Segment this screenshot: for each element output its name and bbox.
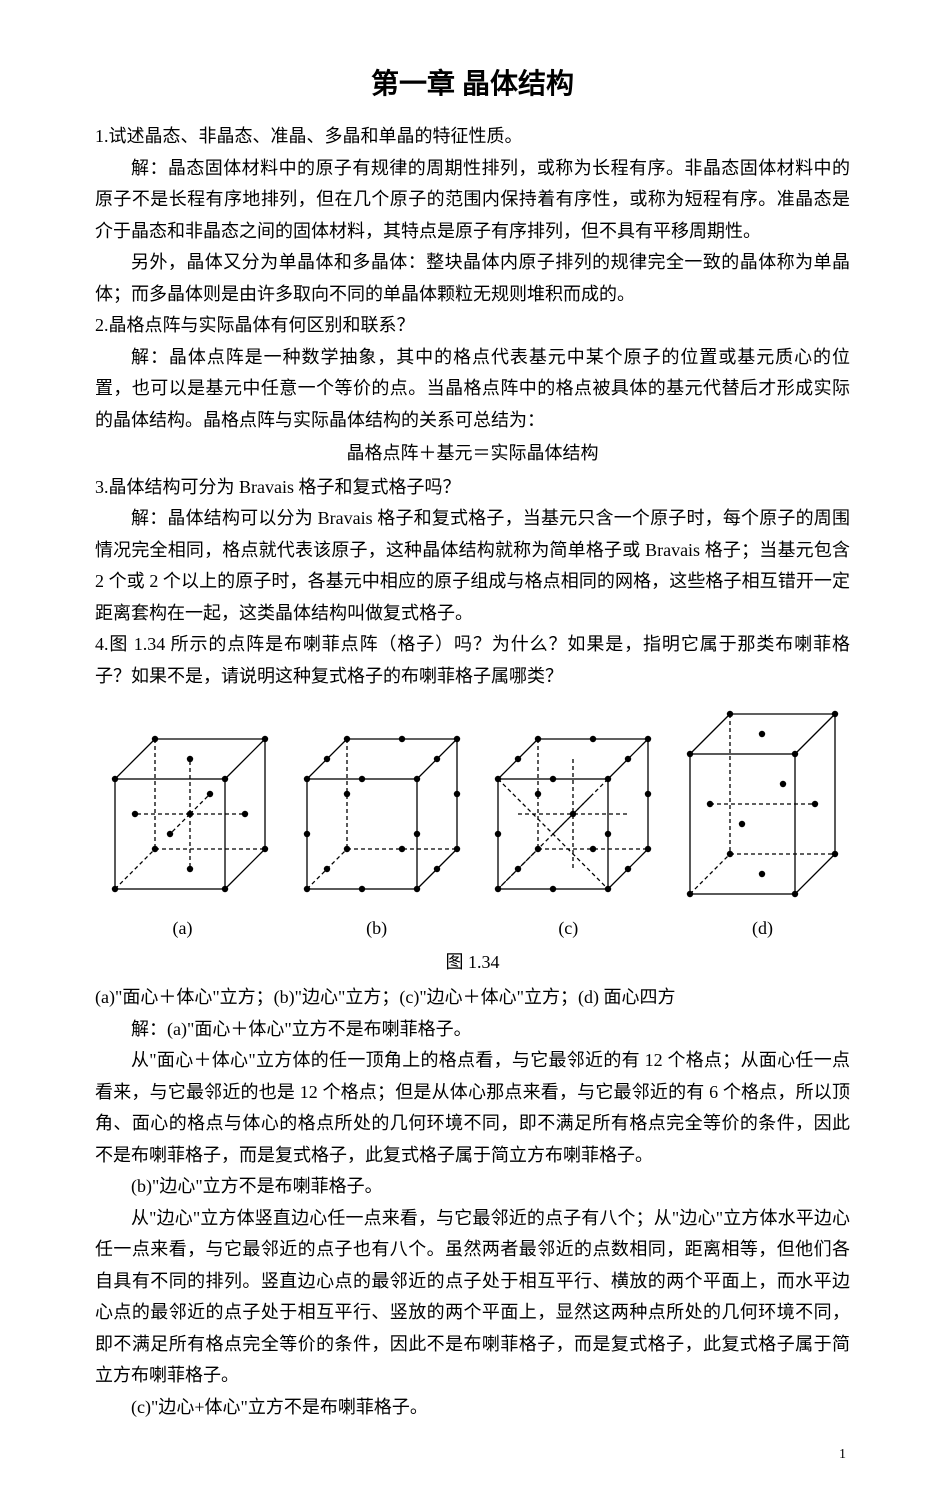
- lattice-c-svg: [483, 724, 653, 909]
- formula-1: 晶格点阵＋基元＝实际晶体结构: [95, 438, 850, 470]
- figure-d: (d): [675, 704, 850, 945]
- lattice-a-svg: [95, 724, 270, 909]
- figure-b-label: (b): [366, 913, 387, 945]
- answer-3-p1: 解：晶体结构可以分为 Bravais 格子和复式格子，当基元只含一个原子时，每个…: [95, 503, 850, 629]
- lattice-b-svg: [292, 724, 462, 909]
- figure-caption: 图 1.34: [95, 947, 850, 979]
- answer-4c-p1: (c)"边心+体心"立方不是布喇菲格子。: [95, 1392, 850, 1424]
- figure-description: (a)"面心＋体心"立方；(b)"边心"立方；(c)"边心＋体心"立方；(d) …: [95, 982, 850, 1014]
- question-4: 4.图 1.34 所示的点阵是布喇菲点阵（格子）吗？为什么？如果是，指明它属于那…: [95, 629, 850, 692]
- answer-2-p1: 解：晶体点阵是一种数学抽象，其中的格点代表基元中某个原子的位置或基元质心的位置，…: [95, 342, 850, 437]
- answer-4a-p1: 解：(a)"面心＋体心"立方不是布喇菲格子。: [95, 1014, 850, 1046]
- chapter-title: 第一章 晶体结构: [95, 60, 850, 109]
- figure-row: (a): [95, 704, 850, 945]
- figure-a: (a): [95, 724, 270, 945]
- lattice-d-svg: [675, 704, 850, 909]
- answer-1-p1: 解：晶态固体材料中的原子有规律的周期性排列，或称为长程有序。非晶态固体材料中的原…: [95, 153, 850, 248]
- question-2: 2.晶格点阵与实际晶体有何区别和联系？: [95, 310, 850, 342]
- answer-1-p2: 另外，晶体又分为单晶体和多晶体：整块晶体内原子排列的规律完全一致的晶体称为单晶体…: [95, 247, 850, 310]
- figure-d-label: (d): [752, 913, 773, 945]
- figure-a-label: (a): [173, 913, 193, 945]
- question-1: 1.试述晶态、非晶态、准晶、多晶和单晶的特征性质。: [95, 121, 850, 153]
- figure-c-label: (c): [558, 913, 578, 945]
- answer-4b-p2: 从"边心"立方体竖直边心任一点来看，与它最邻近的点子有八个；从"边心"立方体水平…: [95, 1203, 850, 1392]
- figure-c: (c): [483, 724, 653, 945]
- page-number: 1: [95, 1443, 850, 1468]
- figure-b: (b): [292, 724, 462, 945]
- answer-4a-p2: 从"面心＋体心"立方体的任一顶角上的格点看，与它最邻近的有 12 个格点；从面心…: [95, 1045, 850, 1171]
- question-3: 3.晶体结构可分为 Bravais 格子和复式格子吗？: [95, 472, 850, 504]
- answer-4b-p1: (b)"边心"立方不是布喇菲格子。: [95, 1171, 850, 1203]
